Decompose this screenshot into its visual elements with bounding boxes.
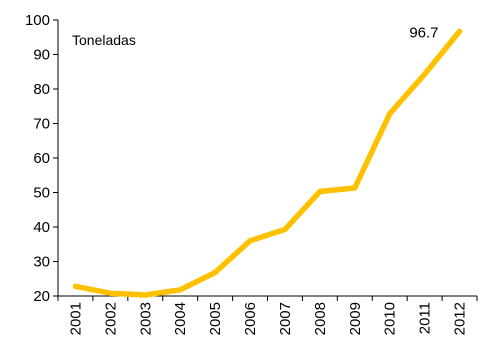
x-tick-label: 2012 <box>452 302 469 335</box>
data-point <box>319 190 321 192</box>
data-point <box>214 272 216 274</box>
y-tick-label: 30 <box>33 254 50 271</box>
x-tick-label: 2002 <box>102 302 119 335</box>
x-tick-label: 2005 <box>207 302 224 335</box>
y-tick-label: 40 <box>33 219 50 236</box>
y-tick-label: 60 <box>33 150 50 167</box>
x-tick-label: 2001 <box>67 302 84 335</box>
y-tick-label: 80 <box>33 81 50 98</box>
data-point <box>459 30 461 32</box>
x-tick-label: 2003 <box>137 302 154 335</box>
y-tick-label: 20 <box>33 288 50 305</box>
y-axis: 20 30 40 50 60 70 80 90 100 <box>25 12 59 305</box>
data-point <box>424 73 426 75</box>
series-line <box>72 28 463 298</box>
x-tick-label: 2007 <box>277 302 294 335</box>
x-tick-label: 2008 <box>312 302 329 335</box>
data-point <box>179 289 181 291</box>
data-point <box>354 187 356 189</box>
data-labels: 96.7 <box>409 24 438 41</box>
y-tick-label: 100 <box>25 12 50 29</box>
unit-label: Toneladas <box>72 32 136 48</box>
data-label: 96.7 <box>409 24 438 41</box>
x-tick-label: 2010 <box>382 302 399 335</box>
x-tick-label: 2006 <box>242 302 259 335</box>
data-point <box>249 240 251 242</box>
data-point <box>109 292 111 294</box>
x-tick-label: 2009 <box>347 302 364 335</box>
data-point <box>144 294 146 296</box>
data-point <box>74 285 76 287</box>
data-point <box>389 113 391 115</box>
y-tick-label: 50 <box>33 185 50 202</box>
y-tick-label: 70 <box>33 116 50 133</box>
x-axis: 2001 2002 2003 2004 2005 2006 2007 2008 2009 2010… <box>57 295 478 335</box>
y-tick-label: 90 <box>33 47 50 64</box>
x-tick-label: 2004 <box>172 302 189 335</box>
series-group <box>72 28 463 298</box>
x-tick-label: 2011 <box>417 302 434 334</box>
data-point <box>284 228 286 230</box>
